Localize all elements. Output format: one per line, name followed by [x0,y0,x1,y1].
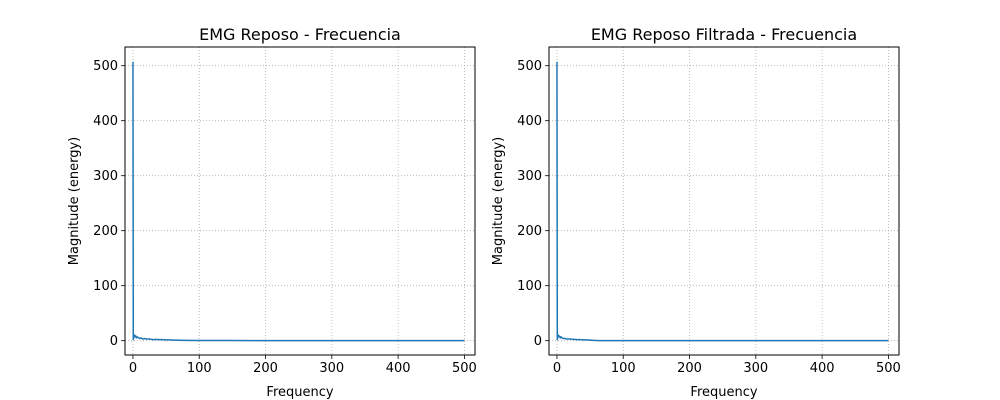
chart-title: EMG Reposo Filtrada - Frecuencia [591,25,857,44]
y-tick-label: 400 [517,114,542,129]
plot-area [556,61,889,342]
x-tick-label: 100 [187,361,212,376]
y-axis-label: Magnitude (energy) [67,137,82,265]
x-tick-label: 300 [743,361,768,376]
x-tick-label: 100 [611,361,636,376]
x-tick-label: 500 [452,361,477,376]
x-tick-label: 400 [386,361,411,376]
x-tick-label: 0 [553,361,561,376]
series-line [556,61,889,342]
x-tick-label: 500 [876,361,901,376]
x-tick-label: 200 [677,361,702,376]
y-tick-label: 300 [517,169,542,184]
x-tick-label: 400 [810,361,835,376]
x-axis-label: Frequency [690,385,757,400]
y-axis-label: Magnitude (energy) [491,137,506,265]
y-tick-label: 100 [517,279,542,294]
x-tick-label: 0 [129,361,137,376]
plot-area [132,61,465,342]
y-tick-label: 500 [93,59,118,74]
axis-ticks: 0 100 200 300 400 500 0 100 200 300 400 500 [517,59,901,376]
x-axis-label: Frequency [266,385,333,400]
y-tick-label: 0 [534,334,542,349]
y-tick-label: 500 [517,59,542,74]
subplot-emg-reposo: 0 100 200 300 400 500 0 100 200 300 400 500 EMG Rep… [67,25,477,400]
y-tick-label: 0 [110,334,118,349]
x-tick-label: 300 [319,361,344,376]
y-tick-label: 200 [93,224,118,239]
chart-title: EMG Reposo - Frecuencia [199,25,401,44]
axes-frame [548,46,900,356]
series-line [132,61,465,342]
subplot-emg-reposo-filtrada: 0 100 200 300 400 500 0 100 200 300 400 500 EMG Rep… [491,25,901,400]
x-tick-label: 200 [253,361,278,376]
y-tick-label: 200 [517,224,542,239]
axes-frame [124,46,476,356]
y-tick-label: 400 [93,114,118,129]
y-tick-label: 300 [93,169,118,184]
axis-ticks: 0 100 200 300 400 500 0 100 200 300 400 500 [93,59,477,376]
y-tick-label: 100 [93,279,118,294]
